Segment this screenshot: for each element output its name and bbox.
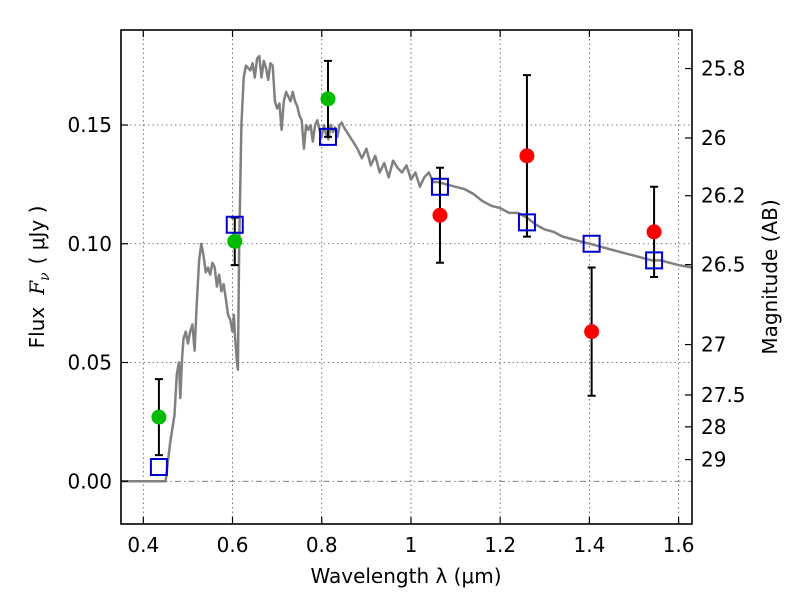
y2-tick-label: 25.8 (701, 57, 746, 81)
y-axis-label-text: Flux (25, 307, 49, 349)
observed-flux-point (151, 409, 167, 425)
y-tick-label: 0.10 (67, 232, 112, 256)
observed-flux-point (519, 148, 535, 164)
x-tick-label: 1 (405, 533, 418, 557)
y2-tick-label: 26.5 (701, 253, 746, 277)
x-axis-label: Wavelength λ (μm) (310, 564, 501, 588)
model-bandpass-square (318, 127, 337, 146)
y2-tick-label: 29 (701, 448, 726, 472)
x-tick-label: 1.6 (663, 533, 695, 557)
y-axis-label-subscript: ν (37, 272, 53, 281)
y2-tick-label: 27 (701, 333, 726, 357)
y2-axis-label: Magnitude (AB) (758, 199, 782, 354)
observed-flux-point (320, 91, 336, 107)
model-spectrum-layer (121, 54, 693, 483)
y-axis-label-symbol: F (25, 280, 49, 296)
x-tick-label: 1.2 (484, 533, 516, 557)
y2-tick-label: 26.2 (701, 184, 746, 208)
model-bandpass-square (430, 177, 449, 196)
y-tick-label: 0.15 (67, 113, 112, 137)
y-axis-label-unit: ( μJy ) (25, 206, 49, 265)
y-tick-label: 0.00 (67, 469, 112, 493)
observed-flux-point (227, 233, 243, 249)
x-tick-label: 0.8 (306, 533, 338, 557)
x-tick-label: 0.4 (127, 533, 159, 557)
marker-layer (149, 59, 664, 476)
plot-frame (120, 29, 693, 525)
observed-flux-point (584, 324, 600, 340)
tick-layer: 0.4 0.6 0.8 1 1.2 1.4 1.6 0.00 0.05 0.10 0.15 25.8 2… (67, 30, 746, 557)
y-tick-label: 0.05 (67, 351, 112, 375)
model-bandpass-square (582, 234, 601, 253)
model-bandpass-square (645, 251, 664, 270)
y-axis-label: Flux Fν ( μJy ) (25, 206, 53, 349)
x-tick-label: 1.4 (573, 533, 605, 557)
model-bandpass-square (517, 213, 536, 232)
model-bandpass-square (225, 215, 244, 234)
y2-tick-label: 27.5 (701, 383, 746, 407)
y2-tick-label: 26 (701, 126, 726, 150)
model-spectrum-line (121, 54, 693, 483)
y2-tick-label: 28 (701, 415, 726, 439)
observed-flux-point (432, 207, 448, 223)
x-tick-label: 0.6 (217, 533, 249, 557)
model-bandpass-square (149, 458, 168, 476)
observed-flux-point (646, 224, 662, 240)
grid (121, 30, 692, 524)
